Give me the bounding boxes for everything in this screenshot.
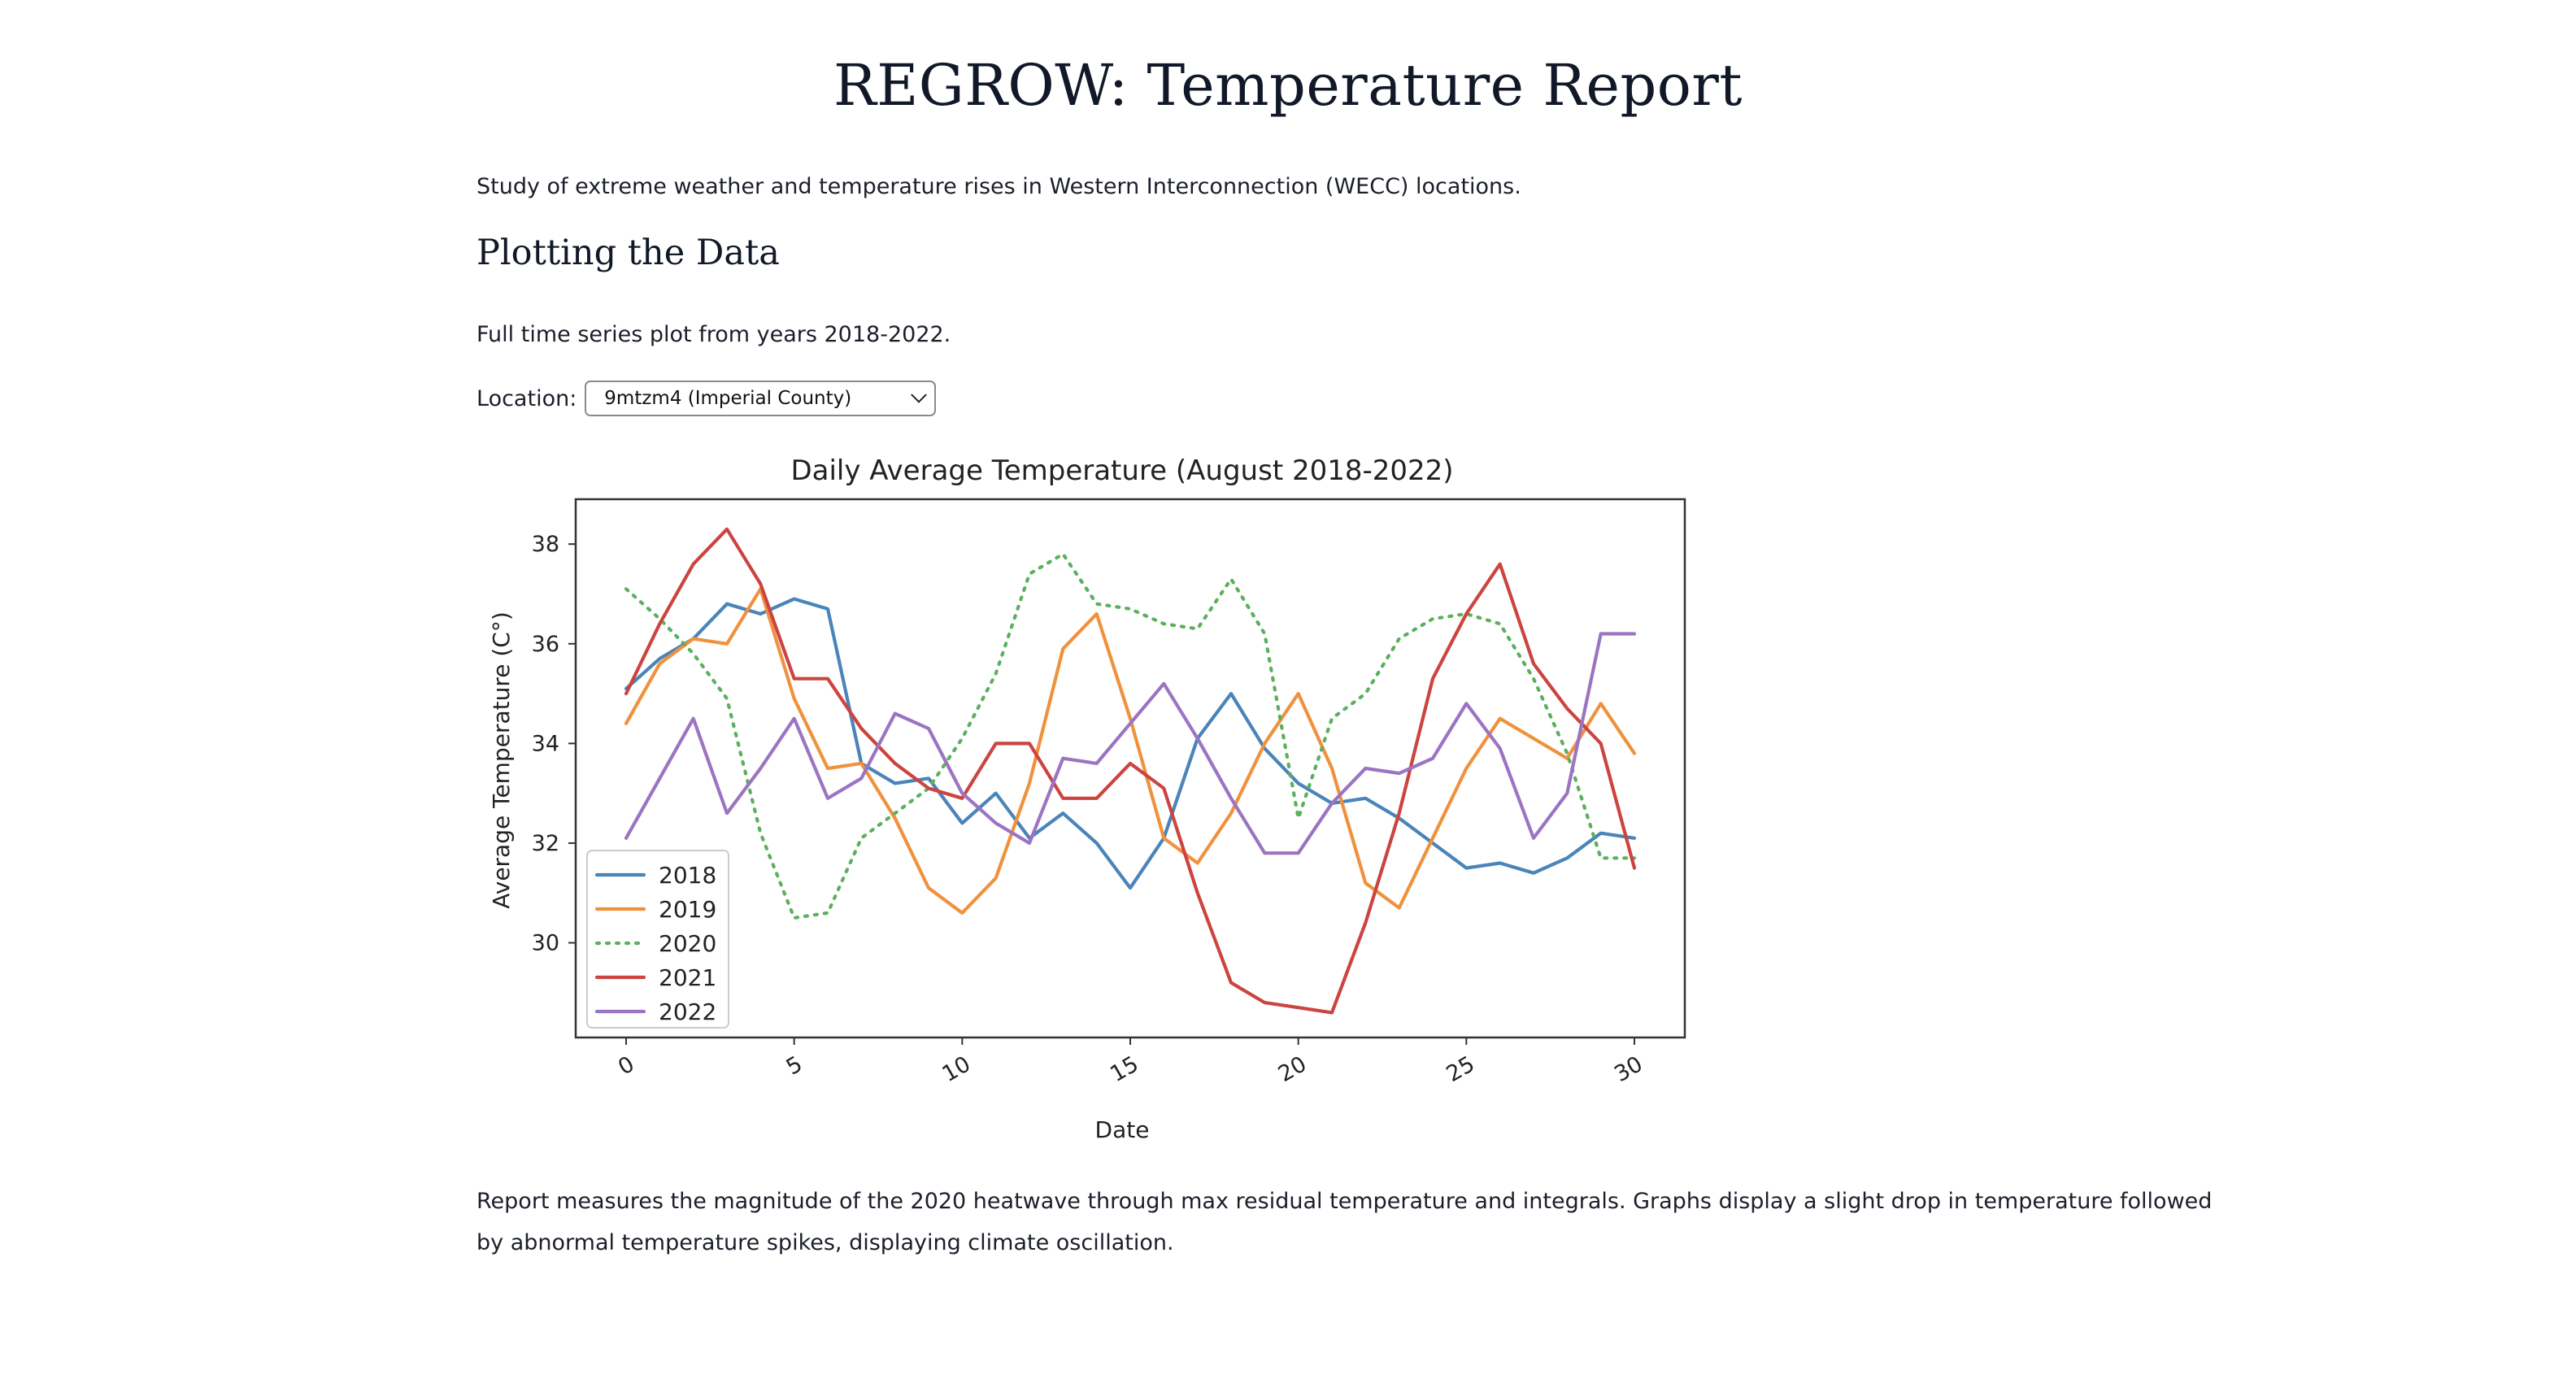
series-line-2020 — [624, 552, 1637, 920]
x-tick-label: 0 — [614, 1051, 638, 1080]
page-title: REGROW: Temperature Report — [833, 52, 1743, 119]
intro-text: Study of extreme weather and temperature… — [476, 174, 1521, 199]
chart-title: Daily Average Temperature (August 2018-2… — [790, 455, 1453, 487]
series-line-2021 — [624, 527, 1637, 1015]
series-line-2018 — [624, 597, 1637, 890]
legend-label-2019: 2019 — [659, 896, 716, 923]
chart: Daily Average Temperature (August 2018-2… — [476, 439, 1745, 1155]
y-tick-label: 32 — [532, 831, 559, 856]
y-tick-label: 36 — [532, 632, 559, 657]
location-select[interactable]: 9mtzm4 (Imperial County) — [585, 381, 937, 416]
chevron-down-icon — [911, 386, 928, 403]
location-select-value: 9mtzm4 (Imperial County) — [604, 388, 852, 409]
y-tick-label: 38 — [532, 532, 559, 557]
x-tick-label: 25 — [1442, 1051, 1479, 1087]
x-tick-label: 5 — [782, 1051, 807, 1080]
location-label: Location: — [476, 385, 577, 411]
plot-frame — [574, 498, 1686, 1039]
section-heading: Plotting the Data — [476, 233, 780, 273]
x-tick-label: 20 — [1274, 1051, 1311, 1087]
x-tick-label: 15 — [1106, 1051, 1142, 1087]
x-tick-label: 10 — [938, 1051, 975, 1087]
y-tick-label: 34 — [532, 731, 559, 756]
series-line-2019 — [624, 587, 1637, 915]
report-text: Report measures the magnitude of the 202… — [476, 1189, 2213, 1255]
location-row: Location: 9mtzm4 (Imperial County) — [476, 381, 937, 416]
chart-svg: Daily Average Temperature (August 2018-2… — [488, 455, 1686, 1143]
legend-box — [586, 850, 729, 1029]
legend-label-2021: 2021 — [659, 964, 716, 991]
y-tick-label: 30 — [532, 931, 559, 956]
chart-ylabel: Average Temperature (C°) — [488, 611, 515, 909]
legend-label-2022: 2022 — [659, 998, 716, 1025]
series-line-2022 — [624, 632, 1637, 855]
chart-xlabel: Date — [1095, 1116, 1150, 1143]
legend-label-2018: 2018 — [659, 862, 716, 889]
legend-label-2020: 2020 — [659, 930, 716, 957]
subtitle-text: Full time series plot from years 2018-20… — [476, 322, 951, 347]
x-tick-label: 30 — [1610, 1051, 1647, 1087]
